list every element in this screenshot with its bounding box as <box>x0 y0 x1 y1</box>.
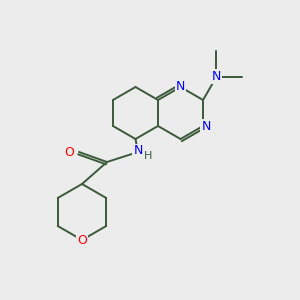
Text: N: N <box>201 119 211 133</box>
Text: N: N <box>211 70 221 83</box>
Text: N: N <box>176 80 185 92</box>
Text: O: O <box>77 233 87 247</box>
Text: O: O <box>64 146 74 158</box>
Text: H: H <box>144 151 152 161</box>
Text: N: N <box>133 145 143 158</box>
